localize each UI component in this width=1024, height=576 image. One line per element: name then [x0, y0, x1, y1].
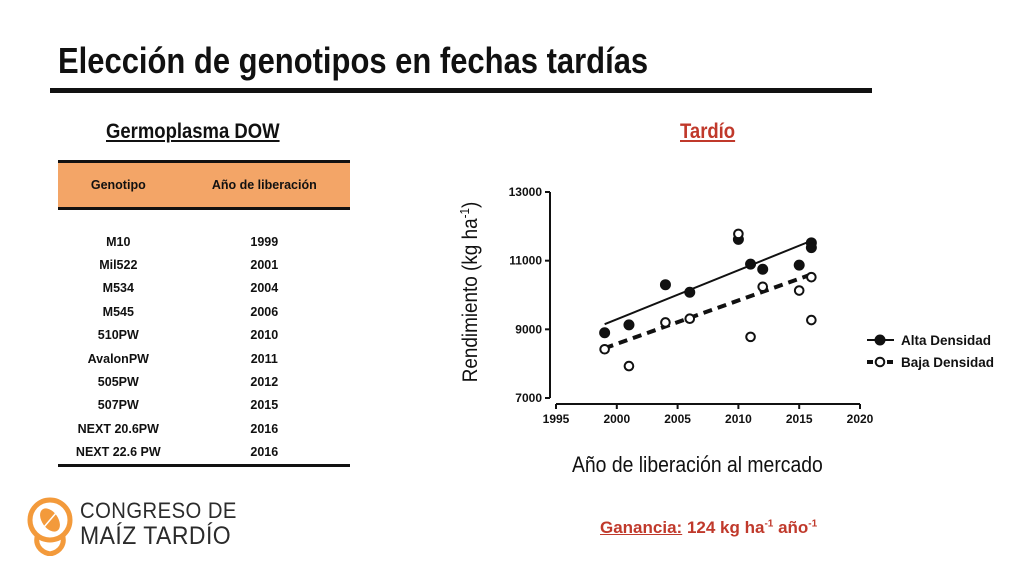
table-header-row: Genotipo Año de liberación [58, 160, 350, 210]
genotype-cell: AvalonPW [87, 351, 149, 366]
year-cell: 2016 [250, 421, 279, 436]
baja-data-point [623, 360, 635, 372]
corn-logo-icon [27, 497, 73, 556]
table-row: 505PW 2012 [58, 370, 350, 393]
table-row: M545 2006 [58, 300, 350, 323]
alta-data-point [793, 259, 805, 271]
table-row: M534 2004 [58, 277, 350, 300]
genotype-cell: 507PW [97, 398, 139, 413]
genotype-cell: M545 [102, 304, 134, 319]
year-cell: 2004 [250, 281, 279, 296]
y-tick-label: 9000 [515, 322, 542, 336]
slide-title: Elección de genotipos en fechas tardías [58, 40, 649, 81]
germplasm-subtitle: Germoplasma DOW [106, 120, 280, 143]
table-row: NEXT 22.6 PW 2016 [58, 440, 350, 467]
baja-data-point [733, 228, 744, 240]
header-anio: Año de liberación [178, 160, 350, 210]
x-tick-label: 2000 [603, 412, 630, 426]
year-cell: 1999 [250, 234, 279, 249]
alta-data-point [599, 327, 611, 339]
baja-data-point [660, 317, 671, 328]
year-cell: 2016 [178, 440, 350, 467]
baja-data-point [757, 281, 769, 293]
genotype-cell: 510PW [97, 328, 139, 343]
logo-line1: CONGRESO DE [80, 498, 237, 523]
legend-marker [874, 334, 886, 346]
y-tick-label: 11000 [509, 254, 542, 268]
year-cell: 2012 [250, 375, 279, 390]
baja-data-point [806, 314, 817, 326]
baja-data-point [806, 271, 817, 283]
legend-label: Alta Densidad [901, 333, 991, 348]
year-cell: 2001 [250, 258, 279, 273]
y-tick-label: 13000 [509, 185, 543, 199]
baja-data-point [745, 331, 756, 343]
alta-data-point [623, 319, 635, 331]
year-cell: 2010 [250, 328, 279, 343]
x-tick-label: 2015 [786, 412, 813, 426]
gain-value: 124 kg ha [686, 518, 765, 537]
genotype-cell: NEXT 20.6PW [77, 421, 159, 436]
genotype-cell: Mil522 [99, 258, 138, 273]
alta-data-point [745, 258, 757, 270]
table-row: NEXT 20.6PW 2016 [58, 417, 350, 440]
logo-line2: MAÍZ TARDÍO [80, 522, 232, 550]
genotype-cell: M10 [106, 234, 131, 249]
x-tick-label: 2020 [847, 412, 874, 426]
legend-marker [874, 356, 886, 368]
x-tick-label: 1995 [543, 412, 570, 426]
header-genotipo: Genotipo [58, 160, 179, 210]
baja-data-point [684, 313, 696, 324]
genotype-cell: M534 [102, 281, 134, 296]
year-cell: 2006 [250, 304, 279, 319]
genotype-cell: NEXT 22.6 PW [58, 440, 179, 467]
chart-x-axis-label: Año de liberación al mercado [572, 452, 823, 477]
y-tick-label: 7000 [515, 391, 542, 405]
title-underline [50, 88, 872, 93]
genotype-table: Genotipo Año de liberación M10 1999 Mil522… [58, 160, 350, 467]
x-tick-label: 2010 [725, 412, 752, 426]
x-tick-label: 2005 [664, 412, 691, 426]
alta-data-point [659, 279, 671, 291]
year-cell: 2015 [250, 398, 279, 413]
baja-trend-line [603, 272, 813, 351]
genotype-cell: 505PW [97, 375, 139, 390]
table-row: 507PW 2015 [58, 394, 350, 417]
chart-subtitle: Tardío [680, 120, 736, 143]
baja-data-point [599, 343, 610, 355]
gain-text: Ganancia: 124 kg ha-1 año-1 [600, 518, 818, 537]
alta-data-point [805, 242, 817, 254]
table-body: M10 1999 Mil522 2001 M534 2004 M545 2006 510PW 20… [58, 209, 350, 467]
baja-data-point [793, 285, 805, 296]
alta-data-point [684, 286, 696, 298]
table-row: M10 1999 [58, 230, 350, 253]
legend-label: Baja Densidad [901, 355, 994, 370]
table-row: Mil522 2001 [58, 253, 350, 276]
alta-trend-line [604, 239, 812, 326]
gain-label: Ganancia: [600, 518, 683, 537]
year-cell: 2011 [250, 351, 278, 366]
table-row: AvalonPW 2011 [58, 347, 350, 370]
alta-data-point [757, 263, 769, 275]
table-row: 510PW 2010 [58, 324, 350, 347]
